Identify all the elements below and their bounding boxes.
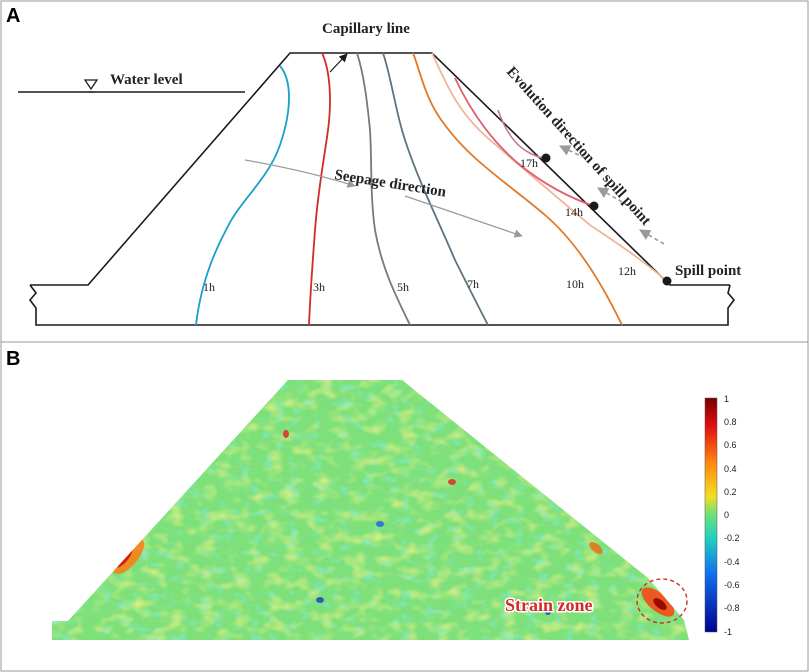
colorbar-tick: 0 — [724, 510, 729, 520]
strain-zone-circle — [636, 578, 688, 624]
water-level-label: Water level — [110, 72, 183, 88]
panel-a-letter: A — [6, 5, 20, 27]
spill-point-14h — [589, 201, 599, 211]
panel-a: A Water level 1h 3h 5h 7h 10h 12h 14h 17… — [6, 5, 741, 326]
seepage-line-5h — [356, 52, 411, 326]
colorbar-tick: -0.8 — [724, 603, 740, 613]
seepage-line-3h — [308, 52, 331, 326]
panel-b-letter: B — [6, 348, 20, 370]
seepage-label-1h: 1h — [203, 280, 215, 294]
seepage-label-12h: 12h — [618, 264, 636, 278]
seepage-line-14h — [454, 77, 595, 207]
seepage-direction-arrow-2 — [404, 195, 523, 238]
seepage-line-7h — [382, 52, 489, 326]
colorbar — [704, 397, 718, 633]
colorbar-tick: 0.4 — [724, 464, 737, 474]
colorbar-tick: 0.6 — [724, 440, 737, 450]
colorbar-ticks: 1 0.8 0.6 0.4 0.2 0 -0.2 -0.4 -0.6 -0.8 … — [724, 394, 740, 637]
evolution-arrow-3 — [639, 229, 665, 245]
seepage-label-5h: 5h — [397, 280, 409, 294]
colorbar-tick: -0.2 — [724, 533, 740, 543]
spill-point-12h — [662, 276, 672, 286]
seepage-direction-label: Seepage direction — [333, 167, 447, 201]
seepage-label-14h: 14h — [565, 205, 583, 219]
seepage-line-17h — [497, 109, 546, 159]
seepage-line-10h — [412, 52, 623, 326]
panel-b: B Strain zone 1 — [6, 348, 740, 640]
seepage-label-3h: 3h — [313, 280, 325, 294]
seepage-line-1h — [195, 65, 290, 326]
strain-field — [52, 380, 689, 640]
colorbar-tick: 0.8 — [724, 417, 737, 427]
colorbar-tick: 1 — [724, 394, 729, 404]
seepage-label-7h: 7h — [467, 277, 479, 291]
seepage-line-12h — [431, 52, 669, 283]
spill-point-17h — [541, 153, 551, 163]
colorbar-tick: 0.2 — [724, 487, 737, 497]
colorbar-tick: -0.6 — [724, 580, 740, 590]
dam-outline — [28, 52, 736, 326]
seepage-label-10h: 10h — [566, 277, 584, 291]
seepage-label-17h: 17h — [520, 156, 538, 170]
colorbar-tick: -0.4 — [724, 557, 740, 567]
capillary-arrow — [329, 53, 348, 73]
evolution-arrow-2 — [597, 187, 623, 203]
strain-zone-label: Strain zone — [505, 595, 593, 615]
colorbar-tick: -1 — [724, 627, 732, 637]
capillary-line-label: Capillary line — [322, 21, 410, 37]
evolution-direction-label: Evolution direction of spill point — [503, 64, 654, 229]
evolution-arrow-1 — [558, 145, 586, 159]
spill-point-label: Spill point — [675, 263, 741, 279]
water-level-symbol — [83, 79, 99, 91]
seepage-direction-arrow-1 — [244, 159, 356, 188]
